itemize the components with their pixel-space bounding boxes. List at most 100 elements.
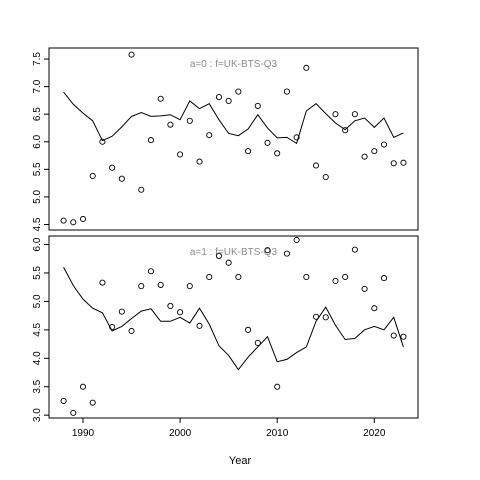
- panel-label: a=1 : f=UK-BTS-Q3: [190, 247, 278, 258]
- data-point: [245, 148, 252, 155]
- x-tick-label: 2020: [363, 428, 386, 439]
- panel-label: a=0 : f=UK-BTS-Q3: [190, 59, 278, 70]
- data-point: [390, 332, 397, 339]
- data-point: [293, 134, 300, 141]
- data-point: [79, 383, 87, 390]
- data-point: [400, 159, 407, 166]
- data-point: [138, 186, 145, 193]
- data-point: [293, 236, 300, 244]
- y-tick-label: 5.5: [32, 162, 43, 176]
- data-point: [157, 95, 164, 102]
- data-point: [235, 88, 242, 95]
- data-point: [147, 137, 155, 144]
- data-point: [264, 139, 271, 146]
- x-axis-label: Year: [229, 455, 252, 467]
- data-point: [235, 273, 242, 281]
- data-point: [147, 268, 155, 275]
- data-point: [60, 397, 67, 404]
- data-point: [322, 173, 329, 181]
- data-point: [79, 215, 87, 223]
- data-point: [215, 94, 222, 101]
- data-point: [332, 277, 339, 284]
- x-tick-label: 1990: [72, 428, 95, 439]
- data-point: [322, 314, 329, 321]
- data-point: [380, 275, 388, 282]
- data-point: [99, 138, 106, 145]
- data-point: [225, 259, 232, 266]
- data-point: [167, 121, 174, 128]
- data-point: [70, 219, 77, 226]
- data-point: [128, 327, 135, 335]
- data-point: [274, 383, 281, 390]
- y-tick-label: 5.0: [32, 294, 43, 308]
- data-point: [303, 64, 310, 71]
- data-point: [342, 127, 349, 134]
- data-point: [157, 281, 164, 288]
- data-point: [128, 51, 135, 58]
- data-point: [196, 322, 203, 329]
- data-point: [196, 158, 203, 165]
- data-point: [186, 117, 193, 124]
- data-point: [351, 246, 358, 253]
- data-point: [390, 160, 397, 167]
- chart-panels: 4.5 5.0 5.5 6.0 6.5 7.0 7.5 a=0 : f=UK-BTS-Q3 3.…: [32, 47, 419, 422]
- data-point: [118, 308, 125, 315]
- data-point: [177, 151, 184, 158]
- data-point: [332, 111, 339, 118]
- panel-1: 3.0 3.5 4.0 4.5 5.0 5.5 6.0 a=1 : f=UK-BTS-Q3: [32, 235, 419, 422]
- y-tick-label: 5.0: [32, 190, 43, 204]
- data-point: [312, 162, 320, 169]
- panel-frame: [48, 235, 419, 419]
- data-point: [371, 148, 378, 155]
- data-point: [245, 326, 252, 333]
- data-point: [400, 333, 407, 340]
- y-tick-label: 6.0: [32, 134, 43, 148]
- data-point: [138, 282, 145, 290]
- y-tick-label: 3.5: [32, 379, 43, 393]
- data-point: [206, 132, 213, 139]
- x-tick-label: 2010: [266, 428, 289, 439]
- data-point: [89, 172, 96, 179]
- y-tick-label: 4.5: [32, 322, 43, 336]
- panel-0: 4.5 5.0 5.5 6.0 6.5 7.0 7.5 a=0 : f=UK-BTS-Q3: [32, 47, 419, 231]
- data-point: [274, 150, 281, 157]
- x-tick-label: 2000: [169, 428, 192, 439]
- data-point: [264, 247, 271, 254]
- data-point: [283, 88, 290, 95]
- data-point: [303, 273, 310, 281]
- y-tick-label: 6.0: [32, 237, 43, 251]
- y-tick-label: 3.0: [32, 408, 43, 422]
- data-point: [312, 313, 320, 320]
- data-point: [351, 111, 358, 118]
- data-point: [380, 141, 388, 148]
- data-point: [254, 102, 261, 109]
- y-tick-label: 7.5: [32, 52, 43, 66]
- data-point: [206, 273, 213, 281]
- y-tick-label: 7.0: [32, 79, 43, 93]
- data-point: [177, 309, 184, 316]
- data-point: [60, 217, 67, 224]
- data-point: [283, 250, 290, 257]
- data-point: [89, 399, 96, 406]
- data-point: [361, 285, 368, 292]
- x-axis: 1990 2000 2010 2020: [72, 418, 386, 439]
- data-point: [118, 175, 125, 182]
- y-tick-label: 4.5: [32, 217, 43, 231]
- data-point: [342, 273, 349, 281]
- data-point: [70, 409, 77, 416]
- data-point: [361, 153, 368, 160]
- y-tick-label: 4.0: [32, 351, 43, 365]
- series-line: [63, 267, 404, 371]
- data-point: [109, 323, 116, 331]
- data-point: [167, 302, 174, 310]
- data-point: [215, 252, 222, 259]
- panel-frame: [48, 47, 419, 231]
- y-tick-label: 5.5: [32, 266, 43, 280]
- data-point: [99, 279, 106, 286]
- data-point: [109, 164, 116, 171]
- data-point: [225, 97, 232, 104]
- y-tick-label: 6.5: [32, 107, 43, 121]
- data-point: [254, 339, 261, 346]
